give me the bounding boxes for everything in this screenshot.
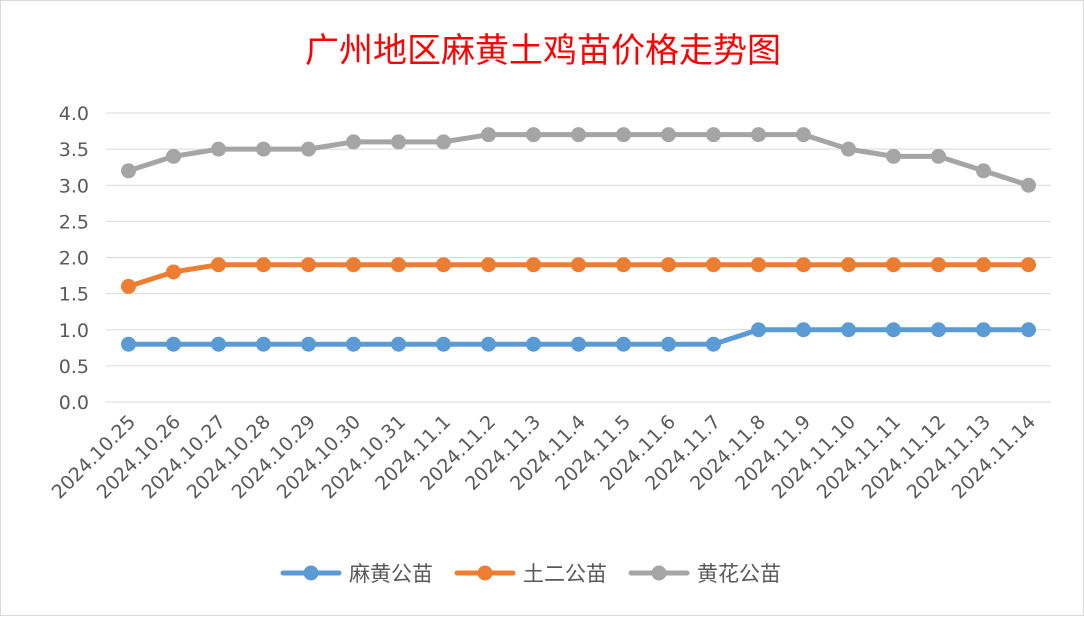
legend-label: 麻黄公苗 bbox=[349, 562, 433, 586]
data-point bbox=[166, 336, 181, 352]
legend: 麻黄公苗 土二公苗 黄花公苗 bbox=[280, 562, 781, 586]
data-point bbox=[391, 336, 406, 352]
data-point bbox=[976, 163, 991, 179]
data-point bbox=[796, 127, 811, 143]
data-point bbox=[121, 336, 136, 352]
y-tick-label: 3.5 bbox=[59, 139, 89, 161]
y-tick-label: 1.5 bbox=[59, 284, 89, 306]
data-point bbox=[976, 322, 991, 338]
data-point bbox=[301, 257, 316, 273]
data-point bbox=[841, 257, 856, 273]
data-point bbox=[841, 141, 856, 157]
data-point bbox=[301, 336, 316, 352]
data-point bbox=[886, 257, 901, 273]
data-point bbox=[976, 257, 991, 273]
legend-marker bbox=[477, 565, 493, 581]
legend-item-2: 土二公苗 bbox=[454, 562, 607, 586]
data-point bbox=[481, 257, 496, 273]
data-point bbox=[706, 257, 721, 273]
y-tick-label: 2.5 bbox=[59, 211, 89, 233]
legend-item-3: 黄花公苗 bbox=[628, 562, 781, 586]
y-tick-label: 1.0 bbox=[59, 320, 89, 342]
data-point bbox=[706, 127, 721, 143]
data-point bbox=[211, 336, 226, 352]
legend-label: 黄花公苗 bbox=[697, 562, 781, 586]
y-axis: 0.0 0.5 1.0 1.5 2.0 2.5 3.0 3.5 4.0 bbox=[59, 103, 89, 414]
data-point bbox=[571, 127, 586, 143]
data-point bbox=[661, 127, 676, 143]
data-point bbox=[616, 257, 631, 273]
series-group bbox=[121, 127, 1036, 352]
y-tick-label: 4.0 bbox=[59, 103, 89, 125]
data-point bbox=[661, 257, 676, 273]
data-point bbox=[346, 134, 361, 150]
series-2 bbox=[121, 257, 1036, 294]
data-point bbox=[481, 127, 496, 143]
y-tick-label: 0.0 bbox=[59, 392, 89, 414]
data-point bbox=[391, 257, 406, 273]
data-point bbox=[526, 257, 541, 273]
data-point bbox=[751, 322, 766, 338]
legend-marker bbox=[303, 565, 319, 581]
data-point bbox=[526, 127, 541, 143]
data-point bbox=[166, 148, 181, 164]
data-point bbox=[256, 336, 271, 352]
data-point bbox=[886, 148, 901, 164]
data-point bbox=[796, 257, 811, 273]
data-point bbox=[616, 336, 631, 352]
chart-title: 广州地区麻黄土鸡苗价格走势图 bbox=[305, 31, 781, 71]
data-point bbox=[481, 336, 496, 352]
data-point bbox=[346, 336, 361, 352]
data-point bbox=[571, 257, 586, 273]
data-point bbox=[1021, 257, 1036, 273]
data-point bbox=[616, 127, 631, 143]
data-point bbox=[436, 257, 451, 273]
data-point bbox=[211, 141, 226, 157]
data-point bbox=[931, 322, 946, 338]
y-tick-label: 3.0 bbox=[59, 175, 89, 197]
y-tick-label: 2.0 bbox=[59, 248, 89, 270]
data-point bbox=[751, 257, 766, 273]
data-point bbox=[121, 278, 136, 294]
legend-item-1: 麻黄公苗 bbox=[280, 562, 433, 586]
data-point bbox=[841, 322, 856, 338]
data-point bbox=[751, 127, 766, 143]
series-3 bbox=[121, 127, 1036, 193]
data-point bbox=[256, 257, 271, 273]
data-point bbox=[436, 336, 451, 352]
data-point bbox=[886, 322, 901, 338]
data-point bbox=[436, 134, 451, 150]
series-1 bbox=[121, 322, 1036, 352]
data-point bbox=[346, 257, 361, 273]
data-point bbox=[931, 257, 946, 273]
data-point bbox=[571, 336, 586, 352]
data-point bbox=[166, 264, 181, 280]
data-point bbox=[256, 141, 271, 157]
data-point bbox=[1021, 177, 1036, 193]
y-tick-label: 0.5 bbox=[59, 356, 89, 378]
legend-label: 土二公苗 bbox=[523, 562, 607, 586]
data-point bbox=[796, 322, 811, 338]
x-axis: 2024.10.252024.10.262024.10.272024.10.28… bbox=[48, 411, 1040, 503]
data-point bbox=[301, 141, 316, 157]
data-point bbox=[526, 336, 541, 352]
data-point bbox=[121, 163, 136, 179]
data-point bbox=[931, 148, 946, 164]
legend-marker bbox=[651, 565, 667, 581]
data-point bbox=[391, 134, 406, 150]
data-point bbox=[706, 336, 721, 352]
data-point bbox=[661, 336, 676, 352]
data-point bbox=[211, 257, 226, 273]
data-point bbox=[1021, 322, 1036, 338]
